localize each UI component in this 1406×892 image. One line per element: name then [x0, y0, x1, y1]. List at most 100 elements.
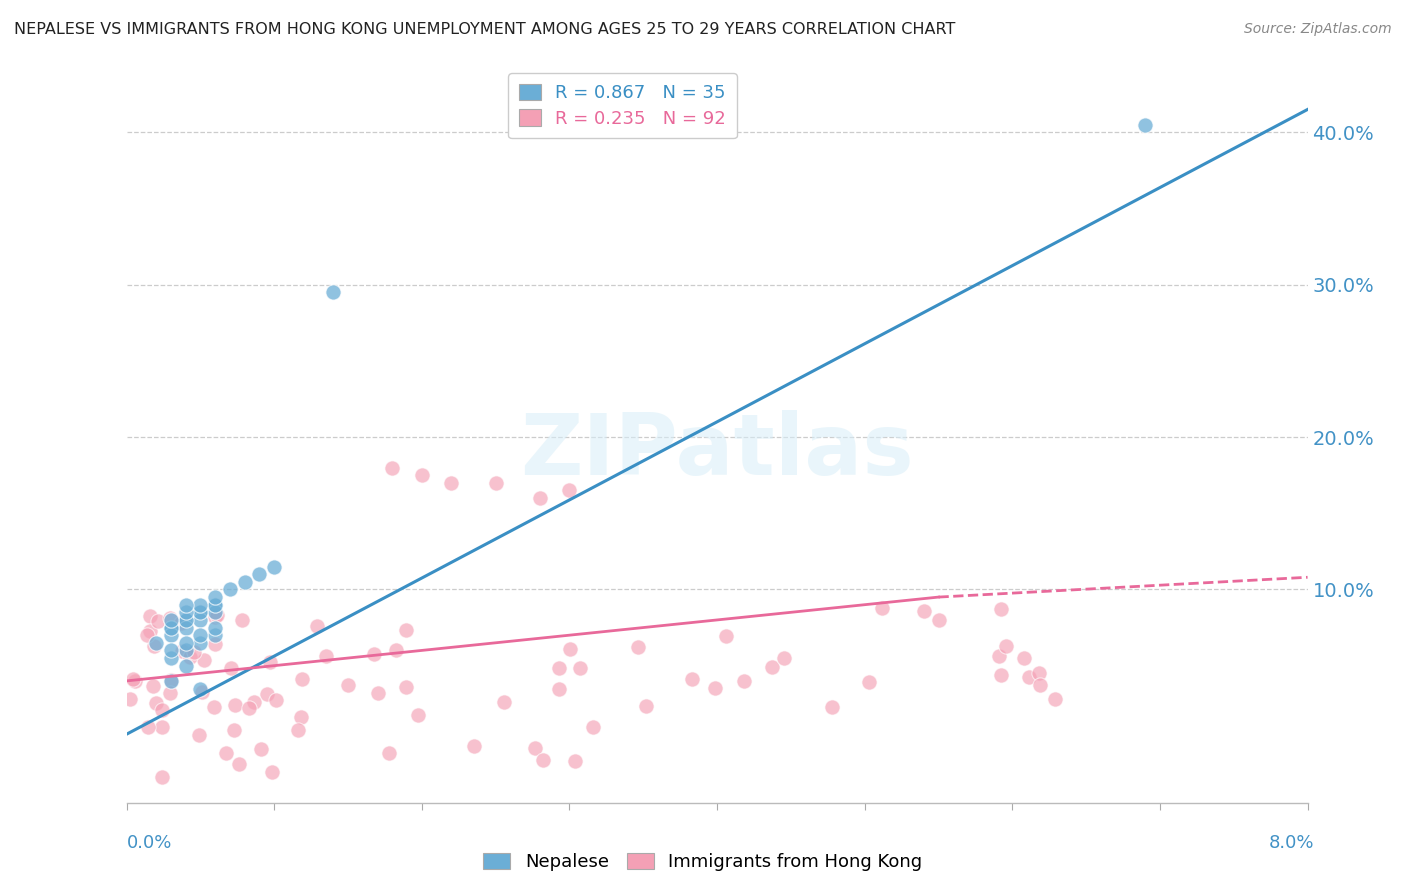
Point — [160, 628, 183, 642]
Point — [174, 613, 197, 627]
Point — [238, 701, 260, 715]
Point — [142, 679, 165, 693]
Point — [395, 623, 418, 637]
Point — [322, 285, 344, 300]
Point — [1043, 691, 1066, 706]
Point — [773, 651, 796, 665]
Point — [160, 613, 183, 627]
Point — [315, 648, 337, 663]
Point — [174, 621, 197, 635]
Point — [290, 710, 312, 724]
Point — [231, 613, 253, 627]
Point — [733, 673, 755, 688]
Point — [204, 610, 226, 624]
Point — [169, 615, 191, 630]
Point — [548, 682, 571, 697]
Point — [256, 688, 278, 702]
Point — [263, 559, 285, 574]
Point — [264, 692, 287, 706]
Point — [494, 695, 516, 709]
Point — [228, 757, 250, 772]
Point — [174, 643, 197, 657]
Point — [219, 582, 242, 597]
Point — [547, 661, 569, 675]
Point — [183, 645, 205, 659]
Point — [821, 700, 844, 714]
Point — [636, 698, 658, 713]
Point — [187, 728, 209, 742]
Point — [305, 619, 328, 633]
Point — [188, 681, 212, 696]
Point — [381, 460, 404, 475]
Text: 8.0%: 8.0% — [1270, 834, 1315, 852]
Point — [204, 598, 226, 612]
Point — [160, 651, 183, 665]
Point — [1018, 670, 1040, 684]
Point — [529, 491, 551, 505]
Point — [150, 770, 173, 784]
Point — [249, 567, 271, 582]
Point — [204, 598, 226, 612]
Point — [224, 698, 246, 712]
Point — [627, 640, 650, 655]
Point — [188, 636, 212, 650]
Point — [159, 686, 181, 700]
Point — [367, 686, 389, 700]
Point — [411, 468, 433, 483]
Point — [260, 765, 283, 780]
Point — [138, 608, 160, 623]
Point — [205, 608, 228, 623]
Point — [160, 621, 183, 635]
Point — [994, 640, 1017, 654]
Point — [564, 754, 586, 768]
Point — [988, 648, 1011, 663]
Point — [124, 674, 146, 689]
Point — [243, 695, 266, 709]
Point — [385, 642, 408, 657]
Point — [291, 672, 314, 686]
Point — [142, 639, 165, 653]
Point — [160, 621, 183, 635]
Point — [1135, 118, 1157, 132]
Text: Source: ZipAtlas.com: Source: ZipAtlas.com — [1244, 22, 1392, 37]
Point — [191, 685, 214, 699]
Point — [912, 604, 935, 618]
Point — [990, 668, 1012, 682]
Point — [287, 723, 309, 737]
Point — [170, 644, 193, 658]
Point — [703, 681, 725, 695]
Text: 0.0%: 0.0% — [127, 834, 172, 852]
Point — [174, 605, 197, 619]
Point — [174, 613, 197, 627]
Point — [160, 643, 183, 657]
Point — [990, 601, 1012, 615]
Point — [1028, 665, 1050, 680]
Point — [870, 600, 893, 615]
Point — [146, 615, 169, 629]
Point — [569, 660, 592, 674]
Point — [531, 753, 554, 767]
Point — [249, 742, 271, 756]
Point — [761, 660, 783, 674]
Point — [118, 692, 141, 706]
Point — [1014, 650, 1036, 665]
Point — [928, 613, 950, 627]
Point — [233, 574, 256, 589]
Point — [204, 621, 226, 635]
Point — [150, 703, 173, 717]
Point — [159, 611, 181, 625]
Point — [681, 673, 703, 687]
Legend: R = 0.867   N = 35, R = 0.235   N = 92: R = 0.867 N = 35, R = 0.235 N = 92 — [509, 73, 737, 138]
Point — [145, 696, 167, 710]
Point — [188, 613, 212, 627]
Point — [204, 605, 226, 619]
Point — [145, 636, 167, 650]
Point — [440, 475, 463, 490]
Legend: Nepalese, Immigrants from Hong Kong: Nepalese, Immigrants from Hong Kong — [477, 846, 929, 879]
Point — [150, 720, 173, 734]
Point — [363, 647, 385, 661]
Point — [136, 720, 159, 734]
Point — [202, 699, 225, 714]
Point — [336, 678, 359, 692]
Point — [188, 628, 212, 642]
